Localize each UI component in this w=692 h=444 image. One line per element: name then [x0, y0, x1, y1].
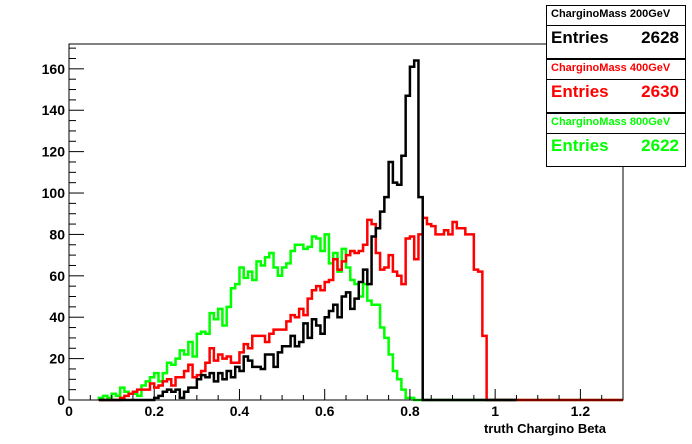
y-tick-label: 140 — [42, 102, 66, 118]
x-tick-label: 0.8 — [400, 403, 420, 419]
y-tick-label: 0 — [57, 392, 65, 408]
x-tick-label: 1.2 — [571, 403, 591, 419]
histogram-series-0 — [98, 59, 517, 402]
legend-entries-label-0: Entries — [551, 28, 609, 47]
legend-separator — [547, 79, 685, 80]
y-tick-label: 60 — [49, 268, 65, 284]
legend-entries-count-2: 2622 — [641, 136, 679, 155]
legend-series-2: CharginoMass 800GeV Entries 2622 — [546, 113, 686, 167]
legend-title-0: CharginoMass 200GeV — [551, 8, 671, 20]
x-tick-label: 0.4 — [230, 403, 250, 419]
legend-separator — [547, 133, 685, 134]
x-tick-label: 1 — [491, 403, 499, 419]
legend-entries-label-2: Entries — [551, 136, 609, 155]
y-tick-label: 20 — [49, 351, 65, 367]
x-tick-label: 0.2 — [144, 403, 164, 419]
legend-entries-count-0: 2628 — [641, 28, 679, 47]
x-tick-label: 0 — [65, 403, 73, 419]
histogram-series-2 — [97, 233, 623, 402]
y-tick-label: 80 — [49, 226, 65, 242]
legend-title-1: CharginoMass 400GeV — [551, 62, 671, 74]
y-tick-label: 100 — [42, 185, 66, 201]
legend-title-2: CharginoMass 800GeV — [551, 116, 671, 128]
histogram-series-1 — [98, 216, 623, 402]
y-tick-label: 40 — [49, 309, 65, 325]
legend-separator — [547, 25, 685, 26]
x-tick-label: 0.6 — [315, 403, 335, 419]
legend-entries-label-1: Entries — [551, 82, 609, 101]
legend-series-1: CharginoMass 400GeV Entries 2630 — [546, 59, 686, 113]
plot-frame — [68, 43, 624, 401]
y-tick-label: 160 — [42, 61, 66, 77]
y-tick-label: 120 — [42, 144, 66, 160]
legend-series-0: CharginoMass 200GeV Entries 2628 — [546, 5, 686, 59]
legend-entries-count-1: 2630 — [641, 82, 679, 101]
x-axis-label: truth Chargino Beta — [484, 421, 607, 436]
